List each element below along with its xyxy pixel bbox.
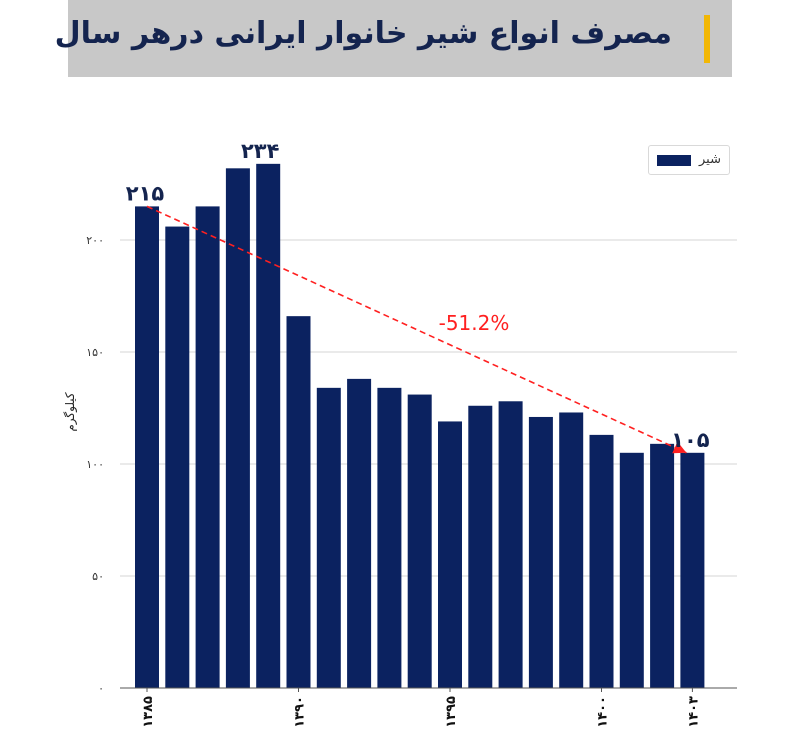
bar [195, 206, 220, 688]
legend-label: شیر [699, 152, 721, 167]
bar [559, 412, 584, 688]
x-tick-label: ۱۴۰۳ [686, 696, 701, 728]
first-value-label: ۲۱۵ [126, 181, 165, 205]
trend-arrow [146, 205, 687, 454]
bar [135, 206, 159, 688]
y-tick-label: ۰ [98, 682, 104, 695]
x-tick-label: ۱۳۹۵ [444, 696, 459, 728]
bar [407, 394, 432, 688]
bar [165, 226, 190, 688]
bar [650, 443, 675, 688]
x-tick-label: ۱۳۹۰ [293, 696, 308, 728]
bar [468, 405, 493, 688]
last-value-label: ۱۰۵ [671, 428, 710, 452]
bar [498, 401, 523, 688]
bar [256, 163, 281, 689]
y-tick-label: ۱۰۰ [86, 458, 104, 471]
bar [225, 168, 250, 688]
title-accent-bar [704, 15, 710, 63]
bar [680, 452, 705, 688]
bar [528, 416, 553, 688]
y-tick-label: ۲۰۰ [86, 234, 104, 247]
percent-change-label: -51.2% [439, 311, 510, 335]
legend: شیر [648, 145, 730, 175]
bar [347, 378, 372, 688]
chart-title: مصرف انواع شیر خانوار ایرانی درهر سال [54, 16, 672, 51]
y-tick-label: ۱۵۰ [86, 346, 104, 359]
bar [316, 387, 341, 688]
bar [589, 434, 614, 688]
legend-swatch [657, 155, 691, 166]
y-axis-label: کیلوگرم [63, 392, 78, 432]
bar [438, 421, 462, 688]
x-tick-label: ۱۳۸۵ [141, 696, 156, 728]
bar [619, 452, 644, 688]
y-tick-label: ۵۰ [92, 570, 104, 583]
bar [286, 316, 311, 688]
title-banner: مصرف انواع شیر خانوار ایرانی درهر سال [55, 0, 732, 77]
max-value-label: ۲۳۴ [241, 139, 280, 163]
bar [377, 387, 402, 688]
x-tick-label: ۱۴۰۰ [596, 696, 611, 728]
